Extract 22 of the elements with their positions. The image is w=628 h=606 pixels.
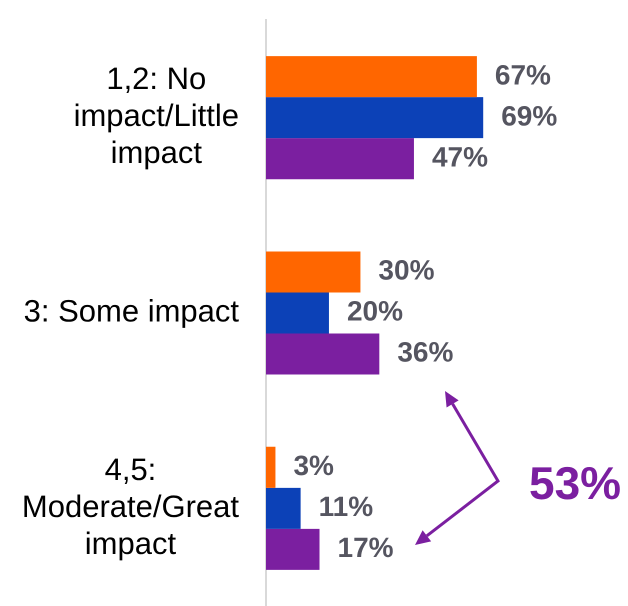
bar xyxy=(266,138,414,180)
data-label: 67% xyxy=(494,59,552,90)
y-tick-label: 1,2: No impact/Little impact xyxy=(74,61,240,170)
data-label: 17% xyxy=(338,532,394,564)
bar xyxy=(266,292,329,334)
data-label: 20% xyxy=(346,296,404,327)
data-label: 3% xyxy=(293,450,334,482)
bar xyxy=(266,488,301,529)
data-label: 36% xyxy=(397,336,454,368)
bar xyxy=(266,251,360,292)
bar xyxy=(266,334,380,375)
data-label: 11% xyxy=(318,491,374,522)
text: 53% xyxy=(529,457,622,509)
data-label: 69% xyxy=(501,100,558,132)
bar xyxy=(266,446,276,488)
data-label: 30% xyxy=(378,254,435,286)
bar xyxy=(266,56,477,98)
y-tick-label: 4,5: Moderate/Great impact xyxy=(22,452,240,561)
y-tick-label: 3: Some impact xyxy=(24,294,240,329)
data-label: 47% xyxy=(432,141,488,172)
bar xyxy=(266,528,320,570)
bar xyxy=(266,97,484,138)
